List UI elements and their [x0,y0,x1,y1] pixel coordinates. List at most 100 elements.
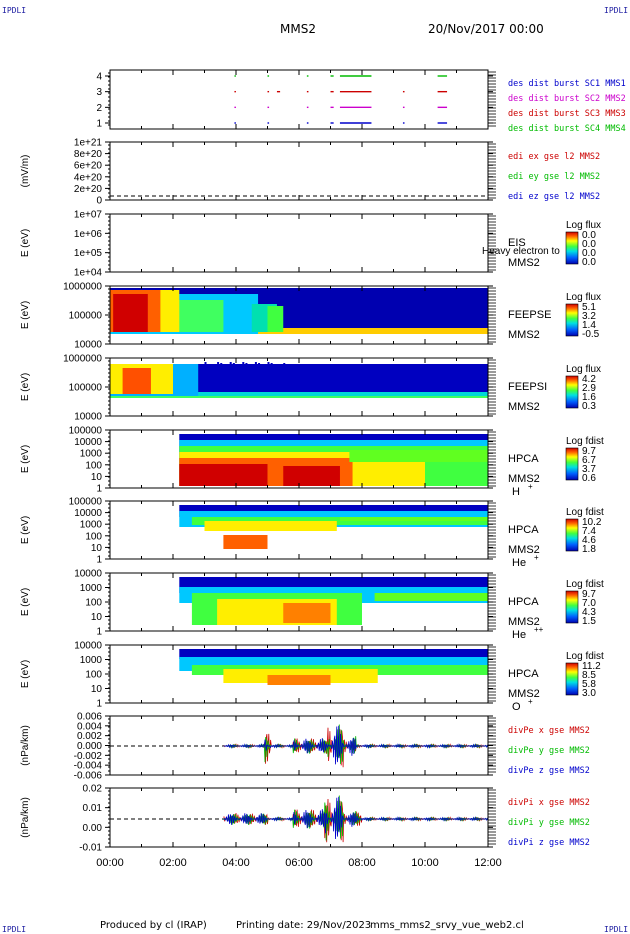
spectrogram-speckle [217,380,220,382]
legend-entry: divPe z gse MMS2 [508,766,590,776]
y-tick-label-p10: 0.004 [77,721,102,732]
instrument-label-p9: HPCA [508,668,539,680]
spectrogram-speckle [352,369,355,371]
spectrogram-speckle [453,381,456,383]
spectrogram-speckle [251,383,254,385]
spectrogram-speckle [415,377,418,379]
spectrogram-speckle [399,376,402,378]
y-tick-label-p2: 6e+20 [74,161,103,172]
spectrogram-speckle [475,380,478,382]
colorbar-tick-p9: 3.0 [582,688,596,699]
colorbar-title-p5: Log flux [566,364,601,375]
spectrogram-speckle [431,374,434,376]
colorbar-tick-p7: 10.2 [582,517,602,528]
spectrogram-region [179,649,489,659]
spectrogram-speckle [368,370,371,372]
species-charge-p7: + [534,553,539,562]
spectrogram-region [374,593,488,601]
spectrogram-speckle [453,377,456,379]
spectrogram-speckle [349,372,352,374]
colorbar-tick-p5: 2.9 [582,383,596,394]
spectrogram-region [223,535,268,549]
spectrogram-region [113,294,148,332]
spectrogram-speckle [251,365,254,367]
legend-entry: divPi y gse MMS2 [508,818,590,828]
spectrogram-speckle [336,372,339,374]
spectrogram-speckle [450,380,453,382]
spectrogram-speckle [302,369,305,371]
spectrogram-speckle [239,383,242,385]
spacecraft-label-p7: MMS2 [508,544,540,556]
spectrogram-speckle [283,363,286,365]
legend-entry: divPi x gse MMS2 [508,798,590,808]
colorbar-p5 [565,375,579,409]
spectrogram-speckle [311,368,314,370]
spectrogram-speckle [280,366,283,368]
colorbar-title-p3: Log flux [566,220,601,231]
spectrogram-speckle [434,375,437,377]
spectrogram-speckle [478,381,481,383]
y-tick-label-p3: 1e+04 [74,268,103,279]
spectrogram-speckle [481,382,484,384]
spectrogram-region [122,368,151,394]
spectrogram-speckle [343,370,346,372]
y-tick-label-p7: 100 [85,531,102,542]
spectrogram-speckle [236,364,238,366]
spectrogram-region [283,603,331,623]
colorbar-p6 [565,447,579,481]
spectrogram-speckle [314,365,317,367]
colorbar-title-p6: Log fdist [566,436,604,447]
y-tick-label-p8: 1 [96,627,102,638]
footer-printing-date: Printing date: 29/Nov/2023 [236,920,372,931]
y-tick-label-p1: 2 [96,103,102,114]
legend-entry: des dist burst SC4 MMS4 [508,124,626,134]
y-tick-label-p7: 1000 [80,520,103,531]
spectrogram-speckle [390,373,393,375]
y-axis-label-p8: E (eV) [20,588,31,616]
spectrogram-speckle [330,370,333,372]
spectrogram-speckle [276,365,279,367]
spectrogram-speckle [213,383,216,385]
y-tick-label-p2: 4e+20 [74,172,103,183]
spectrogram-speckle [399,372,402,374]
spectrogram-speckle [292,366,295,368]
spectrogram-speckle [412,376,415,378]
spectrogram-speckle [273,364,276,366]
species-label-p6: H [512,486,520,498]
y-tick-label-p10: 0.000 [77,741,102,752]
y-axis-label-p5: E (eV) [20,373,31,401]
spectrogram-speckle [289,365,292,367]
colorbar-tick-p4: 1.4 [582,320,596,331]
spectrogram-speckle [443,378,446,380]
y-tick-label-p9: 10 [91,684,103,695]
y-tick-label-p7: 10 [91,543,103,554]
spectrogram-speckle [387,372,390,374]
colorbar-tick-p8: 7.0 [582,598,596,609]
spectrogram-speckle [305,366,308,368]
spectrogram-speckle [447,379,450,381]
colorbar-title-p9: Log fdist [566,651,604,662]
y-tick-label-p8: 10000 [74,569,102,580]
colorbar-tick-p4: -0.5 [582,329,600,340]
spectrogram-speckle [226,383,229,385]
colorbar-tick-p3: 0.0 [582,248,596,259]
species-charge-p6: + [528,482,533,491]
panel-frame-2 [109,141,489,201]
spectrogram-speckle [409,375,412,377]
spectrogram-speckle [396,375,399,377]
spectrogram-speckle [286,368,289,370]
colorbar-p7 [565,518,579,552]
spectrogram-speckle [440,377,443,379]
x-tick-label: 02:00 [159,857,187,869]
spectrogram-speckle [418,374,421,376]
colorbar-title-p8: Log fdist [566,579,604,590]
colorbar-title-p7: Log fdist [566,507,604,518]
spectrogram-speckle [368,374,371,376]
spectrogram-speckle [393,374,396,376]
spacecraft-label-p6: MMS2 [508,473,540,485]
spectrogram-speckle [217,362,220,364]
colorbar-tick-p9: 8.5 [582,670,596,681]
spectrogram-speckle [248,364,251,366]
y-tick-label-p10: 0.006 [77,712,102,723]
